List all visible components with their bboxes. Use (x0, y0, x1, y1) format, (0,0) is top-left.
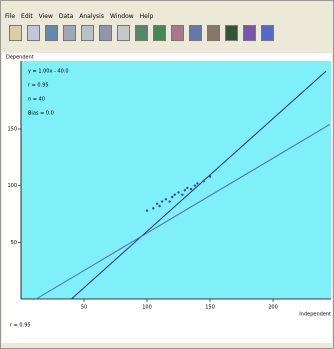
footer: r = 0.95 (10, 323, 31, 329)
x-tick-label: 200 (268, 305, 278, 311)
tool-icon[interactable] (117, 25, 130, 41)
annotation: r = 0.95 (28, 83, 49, 89)
x-axis-label: Independent (299, 312, 331, 318)
annotation: Bias = 0.0 (28, 111, 54, 117)
data-point (202, 179, 205, 183)
menu-bar: File Edit View Data Analysis Window Help (5, 13, 153, 25)
data-point (181, 193, 184, 196)
y-tick-label: 150 (7, 127, 17, 133)
data-point (193, 184, 197, 187)
annotation: y = 1.00x - 40.0 (28, 69, 69, 75)
menu-item[interactable]: Help (139, 13, 154, 20)
menu-item[interactable]: View (38, 13, 53, 20)
chart: 50 100 150 50 100 150 200 Dependent Independent y… (2, 53, 332, 343)
tool-icon[interactable] (261, 25, 274, 41)
data-point (208, 175, 212, 178)
data-point (160, 200, 164, 203)
tool-icon[interactable] (171, 25, 184, 41)
data-point (158, 204, 161, 208)
fit-line (71, 70, 327, 300)
data-point (155, 202, 159, 205)
y-tick-label: 100 (7, 183, 17, 189)
data-point (189, 187, 193, 191)
data-point (177, 191, 180, 194)
menu-item[interactable]: Window (109, 13, 134, 20)
data-point (164, 198, 168, 201)
data-point (173, 193, 176, 196)
data-point (171, 195, 174, 199)
x-tick-label: 50 (81, 305, 87, 311)
y-axis-label: Dependent (6, 55, 34, 61)
tool-icon[interactable] (243, 25, 256, 41)
x-tick-label: 150 (205, 305, 215, 311)
tool-icon[interactable] (189, 25, 202, 41)
fit-line (35, 124, 330, 300)
tool-icon[interactable] (81, 25, 94, 41)
menu-item[interactable]: Edit (21, 13, 33, 20)
data-point (196, 182, 199, 185)
tool-icon[interactable] (27, 25, 40, 41)
tool-icon[interactable] (207, 25, 220, 41)
menu-item[interactable]: Data (58, 13, 74, 20)
data-point (183, 189, 187, 192)
menu-item[interactable]: Analysis (79, 13, 104, 20)
annotation: n = 40 (28, 97, 45, 103)
toolbar (9, 25, 274, 47)
tool-icon[interactable] (135, 25, 148, 41)
tool-icon[interactable] (225, 25, 238, 41)
y-tick-label: 50 (11, 240, 17, 246)
data-point (145, 209, 149, 212)
data-point (152, 207, 155, 210)
tool-icon[interactable] (63, 25, 76, 41)
tool-icon[interactable] (45, 25, 58, 41)
plot-area (21, 61, 331, 299)
data-point (186, 186, 189, 190)
tool-icon[interactable] (153, 25, 166, 41)
tool-icon[interactable] (9, 25, 22, 41)
menu-item[interactable]: File (5, 13, 16, 20)
data-point (168, 200, 171, 203)
x-tick-label: 100 (142, 305, 152, 311)
tool-icon[interactable] (99, 25, 112, 41)
